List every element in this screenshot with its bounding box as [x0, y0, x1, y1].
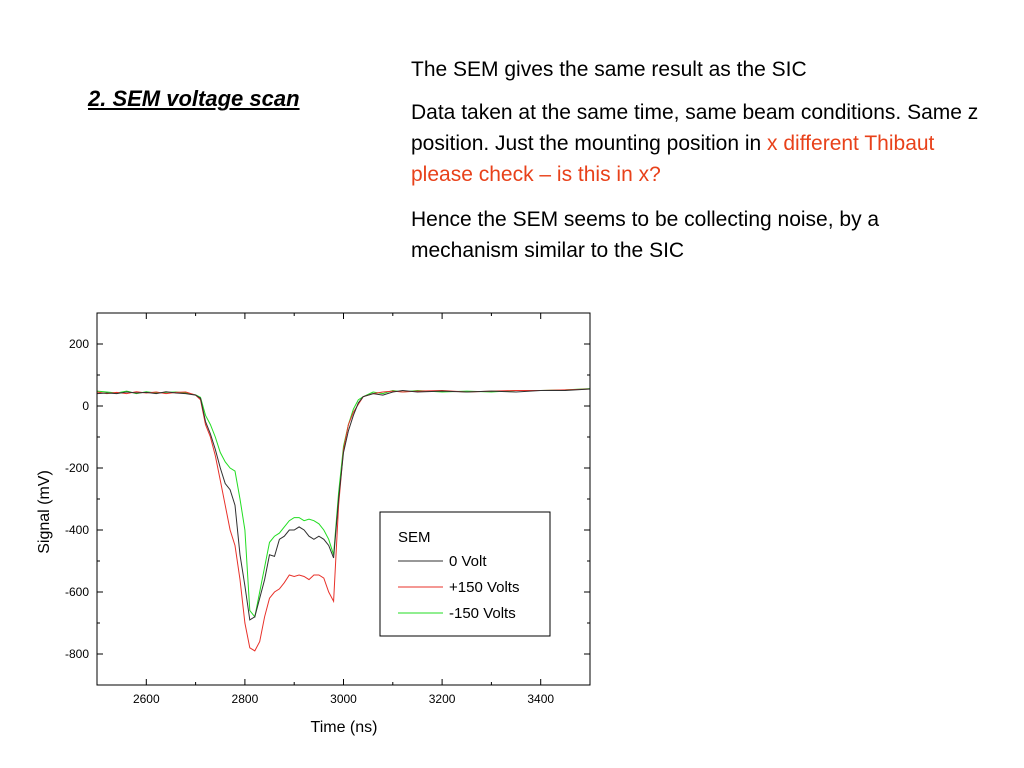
legend-box [379, 511, 551, 637]
series-line-0 [96, 388, 591, 621]
y-tick-label: -200 [65, 461, 89, 475]
paragraph-2: Data taken at the same time, same beam c… [411, 97, 991, 190]
y-axis-label: Signal (mV) [36, 470, 53, 554]
section-title: 2. SEM voltage scan [88, 86, 300, 111]
legend-title: SEM [398, 529, 431, 546]
x-tick-label: 3000 [330, 692, 357, 706]
legend-label: 0 Volt [449, 553, 487, 570]
series-lines [96, 388, 591, 652]
y-tick-label: -600 [65, 585, 89, 599]
paragraph-3: Hence the SEM seems to be collecting noi… [411, 208, 880, 262]
signal-chart: 2600 2800 3000 3200 3400 200 0 -200 -400 -600 -800… [36, 312, 591, 736]
x-tick-label: 2600 [133, 692, 160, 706]
paragraph-2-text: Data taken at the same time, same beam c… [411, 101, 979, 155]
x-axis-label: Time (ns) [311, 719, 378, 736]
y-tick-label: 200 [69, 337, 89, 351]
legend-label: -150 Volts [449, 605, 516, 622]
plot-frame [96, 312, 591, 686]
x-tick-label: 2800 [232, 692, 259, 706]
y-tick-label: 0 [82, 399, 89, 413]
paragraph-1: The SEM gives the same result as the SIC [411, 58, 807, 81]
legend: SEM 0 Volt +150 Volts -150 Volts [379, 511, 551, 637]
series-line-1 [96, 388, 591, 652]
x-tick-label: 3200 [429, 692, 456, 706]
paragraph-2-highlight: x different Thibaut please check – is th… [411, 132, 935, 186]
y-tick-label: -800 [65, 647, 89, 661]
notes-text: The SEM gives the same result as the SIC… [411, 54, 991, 280]
y-tick-label: -400 [65, 523, 89, 537]
legend-label: +150 Volts [449, 579, 519, 596]
tick-labels: 2600 2800 3000 3200 3400 200 0 -200 -400 -600 -800 [65, 337, 554, 706]
x-tick-label: 3400 [527, 692, 554, 706]
